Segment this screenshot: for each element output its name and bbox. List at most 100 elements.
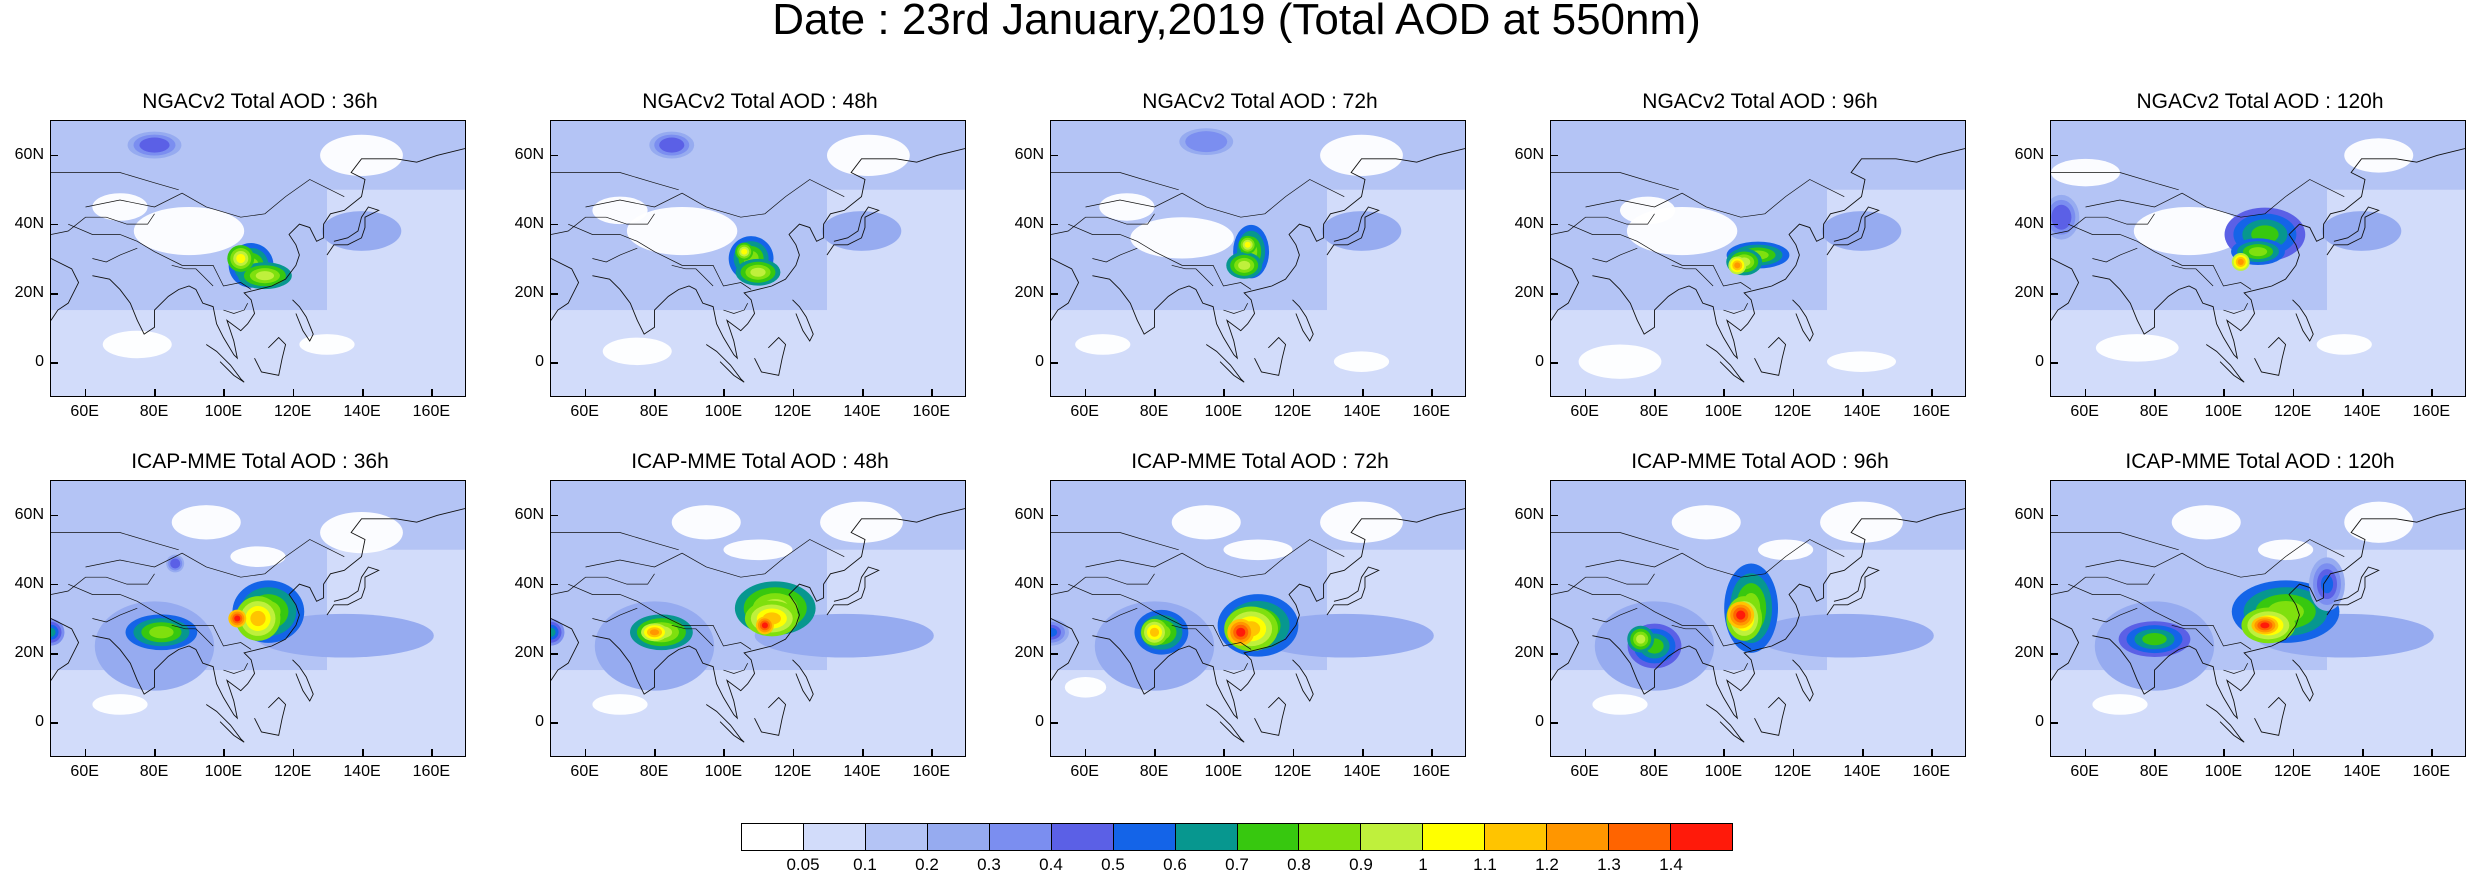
latitude-tick <box>1550 583 1558 586</box>
latitude-tick <box>1550 223 1558 226</box>
map-panel: NGACv2 Total AOD : 48h 60N 40N 20N 0 60E 80E 10… <box>500 90 966 420</box>
latitude-tick-label: 20N <box>514 284 544 302</box>
country-border <box>1171 625 1214 647</box>
longitude-tick <box>2431 389 2433 397</box>
coastline <box>1292 659 1314 702</box>
latitude-tick-label: 0 <box>1035 353 1044 371</box>
colorbar-swatch <box>1547 824 1610 850</box>
latitude-tick-label: 40N <box>2014 574 2044 592</box>
aod-map <box>2050 480 2466 757</box>
coastline <box>2092 508 2465 720</box>
country-border <box>551 213 655 235</box>
latitude-tick-label: 40N <box>514 574 544 592</box>
latitude-tick <box>550 514 558 517</box>
country-border <box>2085 179 2345 218</box>
latitude-tick <box>2050 514 2058 517</box>
panel-title: NGACv2 Total AOD : 72h <box>1142 90 1378 113</box>
coastline <box>1754 696 1787 736</box>
longitude-tick <box>931 389 933 397</box>
longitude-tick-label: 160E <box>912 763 951 780</box>
longitude-tick <box>1792 389 1795 397</box>
longitude-tick <box>84 389 87 397</box>
longitude-tick <box>362 389 364 397</box>
longitude-tick-label: 60E <box>1070 763 1099 780</box>
longitude-tick-label: 100E <box>1204 403 1243 420</box>
colorbar-label: 0.2 <box>915 855 939 874</box>
longitude-tick-label: 60E <box>1070 403 1099 420</box>
longitude-tick <box>862 389 864 397</box>
latitude-tick <box>2050 293 2058 295</box>
coastline <box>254 336 287 376</box>
coastline <box>1326 566 1380 616</box>
latitude-tick-label: 60N <box>1014 145 1044 163</box>
aod-map <box>550 120 966 397</box>
country-border <box>223 303 248 314</box>
longitude-tick <box>584 749 587 757</box>
longitude-tick <box>2223 389 2225 397</box>
panel-title: ICAP-MME Total AOD : 36h <box>131 450 389 473</box>
coastline <box>1551 258 1580 321</box>
latitude-tick-label: 0 <box>1535 353 1544 371</box>
aod-field <box>551 481 965 756</box>
coastline <box>1051 258 1080 321</box>
latitude-tick <box>1050 293 1058 295</box>
latitude-tick <box>550 583 558 586</box>
longitude-tick-label: 80E <box>1639 763 1669 780</box>
coastline <box>792 299 814 342</box>
longitude-tick-label: 80E <box>2139 763 2169 780</box>
aod-plume <box>149 626 174 639</box>
longitude-tick <box>862 749 864 757</box>
longitude-tick <box>1792 749 1795 757</box>
coastline <box>551 258 580 321</box>
country-border <box>585 179 845 218</box>
country-border <box>2051 573 2155 595</box>
coastline <box>1254 336 1287 376</box>
aod-plume <box>51 627 56 637</box>
country-border <box>2223 663 2248 674</box>
longitude-tick-label: 160E <box>412 403 451 420</box>
country-border <box>723 663 748 674</box>
country-border <box>585 539 845 578</box>
longitude-tick <box>1931 389 1933 397</box>
coastline <box>326 566 380 616</box>
latitude-tick-label: 60N <box>14 505 44 523</box>
longitude-tick-label: 80E <box>639 763 669 780</box>
longitude-tick-label: 160E <box>1412 763 1451 780</box>
longitude-tick-label: 80E <box>639 403 669 420</box>
longitude-tick-label: 60E <box>2070 403 2099 420</box>
coastline <box>2254 696 2287 736</box>
longitude-tick <box>2084 389 2087 397</box>
aod-map <box>550 480 966 757</box>
longitude-tick-label: 100E <box>704 763 743 780</box>
latitude-tick <box>1050 223 1058 226</box>
coastline <box>826 566 880 616</box>
latitude-tick-label: 0 <box>2035 353 2044 371</box>
coastline <box>2092 148 2465 360</box>
coastline <box>1326 206 1380 256</box>
longitude-tick-label: 100E <box>2204 763 2243 780</box>
latitude-tick-label: 60N <box>1514 505 1544 523</box>
longitude-tick <box>223 389 225 397</box>
longitude-tick-label: 160E <box>412 763 451 780</box>
latitude-tick <box>50 223 58 226</box>
latitude-tick <box>50 154 58 157</box>
country-border <box>1551 532 1679 551</box>
latitude-tick <box>2050 154 2058 157</box>
longitude-tick-label: 100E <box>1704 763 1743 780</box>
longitude-tick-label: 140E <box>843 403 881 420</box>
country-border <box>1551 573 1655 595</box>
country-border <box>51 573 155 595</box>
coastline <box>1592 508 1965 720</box>
coastline <box>206 344 245 383</box>
country-border <box>1723 663 1748 674</box>
longitude-tick-label: 140E <box>1843 403 1881 420</box>
latitude-tick <box>1550 514 1558 517</box>
latitude-tick <box>550 653 558 655</box>
latitude-tick-label: 40N <box>14 574 44 592</box>
colorbar-label: 1.2 <box>1535 855 1559 874</box>
country-border <box>1051 532 1179 551</box>
latitude-tick <box>50 653 58 655</box>
latitude-tick <box>1050 583 1058 586</box>
coastline <box>92 508 465 720</box>
country-border <box>223 663 248 674</box>
